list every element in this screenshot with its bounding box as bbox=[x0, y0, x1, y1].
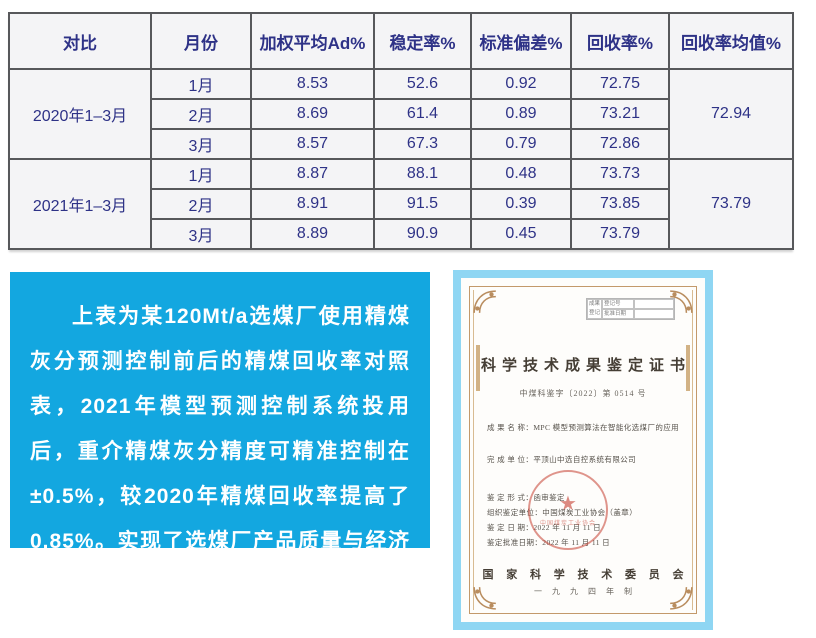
cell-stability: 52.6 bbox=[373, 68, 472, 100]
table-row: 3月 8.57 67.3 0.79 72.86 bbox=[9, 128, 793, 160]
certificate-frame bbox=[469, 286, 697, 614]
registration-label: 成果登记 bbox=[587, 299, 602, 319]
cell-month: 1月 bbox=[150, 68, 252, 100]
cell-recovery: 72.75 bbox=[570, 68, 670, 100]
col-header-month: 月份 bbox=[150, 12, 252, 70]
cell-month: 2月 bbox=[150, 98, 252, 130]
col-header-recovery: 回收率% bbox=[570, 12, 670, 70]
certificate-field-approval-date: 鉴定批准日期：2022 年 11 月 11 日 bbox=[487, 538, 611, 547]
col-header-weighted-ad: 加权平均Ad% bbox=[250, 12, 375, 70]
table-row: 2月 8.91 91.5 0.39 73.85 bbox=[9, 188, 793, 220]
cell-std: 0.45 bbox=[470, 218, 572, 250]
cell-mean-2021: 73.79 bbox=[668, 158, 794, 250]
table-row: 2020年1–3月 1月 8.53 52.6 0.92 72.75 72.94 bbox=[8, 68, 794, 160]
cell-ad: 8.89 bbox=[250, 218, 375, 250]
comparison-table: 对比 月份 加权平均Ad% 稳定率% 标准偏差% 回收率% 回收率均值% 202… bbox=[8, 12, 794, 250]
cell-stability: 90.9 bbox=[373, 218, 472, 250]
certificate-field-completing-unit: 完 成 单 位：平顶山中选自控系统有限公司 bbox=[487, 455, 637, 464]
frame-ornament-icon bbox=[472, 585, 498, 611]
frame-bar-segment bbox=[476, 345, 480, 391]
certificate-issuer: 国 家 科 学 技 术 委 员 会 bbox=[482, 569, 689, 581]
frame-ornament-icon bbox=[668, 585, 694, 611]
cell-stability: 67.3 bbox=[373, 128, 472, 160]
registration-box: 成果登记 登记号 批准日期 bbox=[586, 298, 675, 320]
frame-ornament-icon bbox=[472, 289, 498, 315]
registration-row2-label: 批准日期 bbox=[602, 309, 634, 319]
table-row: 2021年1–3月 1月 8.87 88.1 0.48 73.73 73.79 bbox=[8, 158, 794, 250]
cell-stability: 88.1 bbox=[373, 158, 472, 190]
frame-bar-segment bbox=[686, 345, 690, 391]
cell-month: 1月 bbox=[150, 158, 252, 190]
table-row: 2月 8.69 61.4 0.89 73.21 bbox=[9, 98, 793, 130]
registration-row1-label: 登记号 bbox=[602, 299, 634, 309]
summary-text: 上表为某120Mt/a选煤厂使用精煤灰分预测控制前后的精煤回收率对照表，2021… bbox=[30, 305, 410, 598]
cell-recovery: 73.73 bbox=[570, 158, 670, 190]
registration-row1-value bbox=[634, 299, 674, 309]
header-row: 对比 月份 加权平均Ad% 稳定率% 标准偏差% 回收率% 回收率均值% bbox=[8, 12, 794, 70]
certificate: 成果登记 登记号 批准日期 科学技术成果鉴定证书 中煤科鉴字〔2022〕第 05… bbox=[453, 270, 713, 630]
cell-ad: 8.69 bbox=[250, 98, 375, 130]
cell-recovery: 73.21 bbox=[570, 98, 670, 130]
certificate-title: 科学技术成果鉴定证书 bbox=[480, 358, 691, 374]
col-header-compare: 对比 bbox=[8, 12, 152, 70]
col-header-stability: 稳定率% bbox=[373, 12, 472, 70]
cell-month: 2月 bbox=[150, 188, 252, 220]
cell-recovery: 73.79 bbox=[570, 218, 670, 250]
certificate-field-result-name: 成 果 名 称：MPC 模型预测算法在智能化选煤厂的应用 bbox=[487, 423, 680, 432]
cell-std: 0.79 bbox=[470, 128, 572, 160]
cell-std: 0.39 bbox=[470, 188, 572, 220]
summary-box: 上表为某120Mt/a选煤厂使用精煤灰分预测控制前后的精煤回收率对照表，2021… bbox=[10, 272, 430, 598]
certificate-field-organizing-unit: 组织鉴定单位：中国煤炭工业协会（盖章） bbox=[487, 508, 638, 517]
registration-row2-value bbox=[634, 309, 674, 319]
cell-ad: 8.53 bbox=[250, 68, 375, 100]
group-label-2021: 2021年1–3月 bbox=[8, 158, 152, 250]
cell-ad: 8.91 bbox=[250, 188, 375, 220]
certificate-frame-inner bbox=[473, 290, 693, 610]
certificate-serial: 中煤科鉴字〔2022〕第 0514 号 bbox=[519, 389, 647, 398]
certificate-field-appraisal-form: 鉴 定 形 式：函审鉴定 bbox=[487, 493, 565, 502]
cell-mean-2020: 72.94 bbox=[668, 68, 794, 160]
cell-month: 3月 bbox=[150, 128, 252, 160]
cell-ad: 8.57 bbox=[250, 128, 375, 160]
certificate-field-appraisal-date: 鉴 定 日 期：2022 年 11 月 11 日 bbox=[487, 523, 602, 532]
cell-recovery: 72.86 bbox=[570, 128, 670, 160]
cell-std: 0.89 bbox=[470, 98, 572, 130]
cell-std: 0.92 bbox=[470, 68, 572, 100]
table-row: 3月 8.89 90.9 0.45 73.79 bbox=[9, 218, 793, 250]
cell-ad: 8.87 bbox=[250, 158, 375, 190]
cell-recovery: 73.85 bbox=[570, 188, 670, 220]
certificate-year-made: 一 九 九 四 年 制 bbox=[534, 587, 636, 596]
cell-stability: 61.4 bbox=[373, 98, 472, 130]
cell-month: 3月 bbox=[150, 218, 252, 250]
cell-std: 0.48 bbox=[470, 158, 572, 190]
cell-stability: 91.5 bbox=[373, 188, 472, 220]
col-header-recovery-mean: 回收率均值% bbox=[668, 12, 794, 70]
frame-ornament-icon bbox=[668, 289, 694, 315]
col-header-std-dev: 标准偏差% bbox=[470, 12, 572, 70]
group-label-2020: 2020年1–3月 bbox=[8, 68, 152, 160]
